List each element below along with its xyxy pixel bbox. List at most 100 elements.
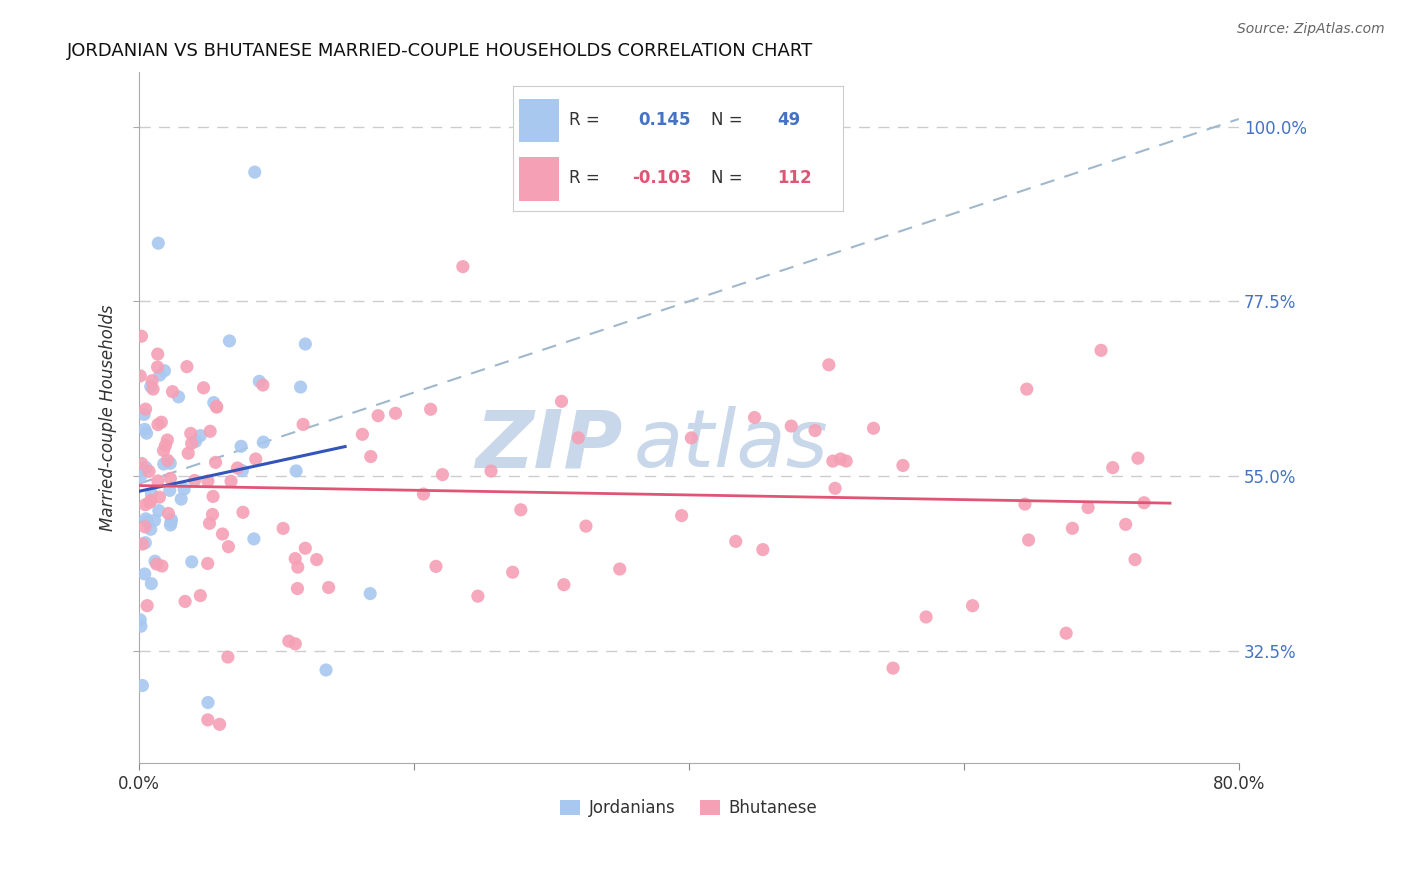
Point (129, 469, 152, 483)
Point (231, 464, 253, 478)
Point (425, 559, 447, 574)
Point (252, 378, 274, 392)
Point (232, 505, 254, 519)
Point (285, 464, 308, 478)
Point (1115, 517, 1137, 532)
Point (134, 422, 156, 436)
Point (575, 519, 598, 533)
Point (287, 582, 309, 596)
Point (129, 619, 152, 633)
Point (359, 586, 381, 600)
Point (384, 406, 406, 420)
Point (156, 453, 179, 467)
Point (155, 438, 177, 452)
Point (146, 417, 169, 432)
Point (217, 650, 239, 665)
Point (208, 717, 231, 731)
Point (197, 696, 219, 710)
Point (176, 359, 198, 374)
Point (1126, 451, 1149, 466)
Point (432, 467, 454, 482)
Point (193, 381, 215, 395)
Point (290, 380, 312, 394)
Point (139, 493, 162, 508)
Point (149, 368, 172, 382)
Point (134, 498, 156, 512)
Point (1123, 552, 1146, 566)
Point (284, 637, 307, 651)
Point (744, 410, 766, 425)
Point (229, 439, 252, 453)
Point (146, 347, 169, 361)
Point (145, 557, 167, 571)
Point (197, 557, 219, 571)
Point (352, 427, 374, 442)
Point (136, 514, 159, 528)
Point (780, 419, 803, 434)
Point (159, 518, 181, 533)
Point (467, 589, 489, 603)
Point (915, 610, 938, 624)
Point (197, 713, 219, 727)
Point (1101, 460, 1123, 475)
Point (167, 390, 190, 404)
Point (136, 599, 159, 613)
Point (170, 492, 193, 507)
Point (157, 507, 180, 521)
Point (882, 661, 904, 675)
Point (135, 426, 157, 441)
Point (1090, 343, 1112, 358)
Point (204, 455, 226, 469)
Point (131, 679, 153, 693)
Point (1014, 497, 1036, 511)
Point (292, 417, 315, 432)
Point (143, 554, 166, 568)
Point (173, 482, 195, 496)
Point (567, 431, 589, 445)
Point (218, 334, 240, 348)
Point (962, 599, 984, 613)
Point (271, 521, 294, 535)
Y-axis label: Married-couple Households: Married-couple Households (100, 304, 117, 531)
Point (681, 431, 703, 445)
Point (419, 402, 441, 417)
Point (1015, 382, 1038, 396)
Point (824, 481, 846, 495)
Point (138, 495, 160, 509)
Point (198, 516, 221, 531)
Point (243, 165, 266, 179)
Point (159, 471, 181, 485)
Point (159, 456, 181, 470)
Point (150, 415, 173, 429)
Point (139, 379, 162, 393)
Point (156, 433, 179, 447)
Point (243, 532, 266, 546)
Point (821, 454, 844, 468)
Point (134, 566, 156, 581)
Legend: Jordanians, Bhutanese: Jordanians, Bhutanese (554, 792, 824, 824)
Point (1054, 626, 1077, 640)
Point (141, 576, 163, 591)
Point (202, 395, 225, 409)
Point (148, 236, 170, 251)
Point (245, 452, 267, 467)
Point (143, 513, 166, 527)
Point (129, 368, 152, 383)
Point (131, 537, 153, 551)
Point (205, 400, 228, 414)
Point (891, 458, 914, 473)
Point (160, 513, 183, 527)
Point (180, 436, 202, 450)
Point (817, 358, 839, 372)
Point (360, 450, 382, 464)
Point (609, 562, 631, 576)
Point (315, 663, 337, 677)
Text: JORDANIAN VS BHUTANESE MARRIED-COUPLE HOUSEHOLDS CORRELATION CHART: JORDANIAN VS BHUTANESE MARRIED-COUPLE HO… (67, 42, 814, 60)
Point (150, 559, 173, 574)
Point (1133, 496, 1156, 510)
Point (162, 384, 184, 399)
Point (804, 424, 827, 438)
Point (217, 540, 239, 554)
Point (134, 520, 156, 534)
Point (180, 555, 202, 569)
